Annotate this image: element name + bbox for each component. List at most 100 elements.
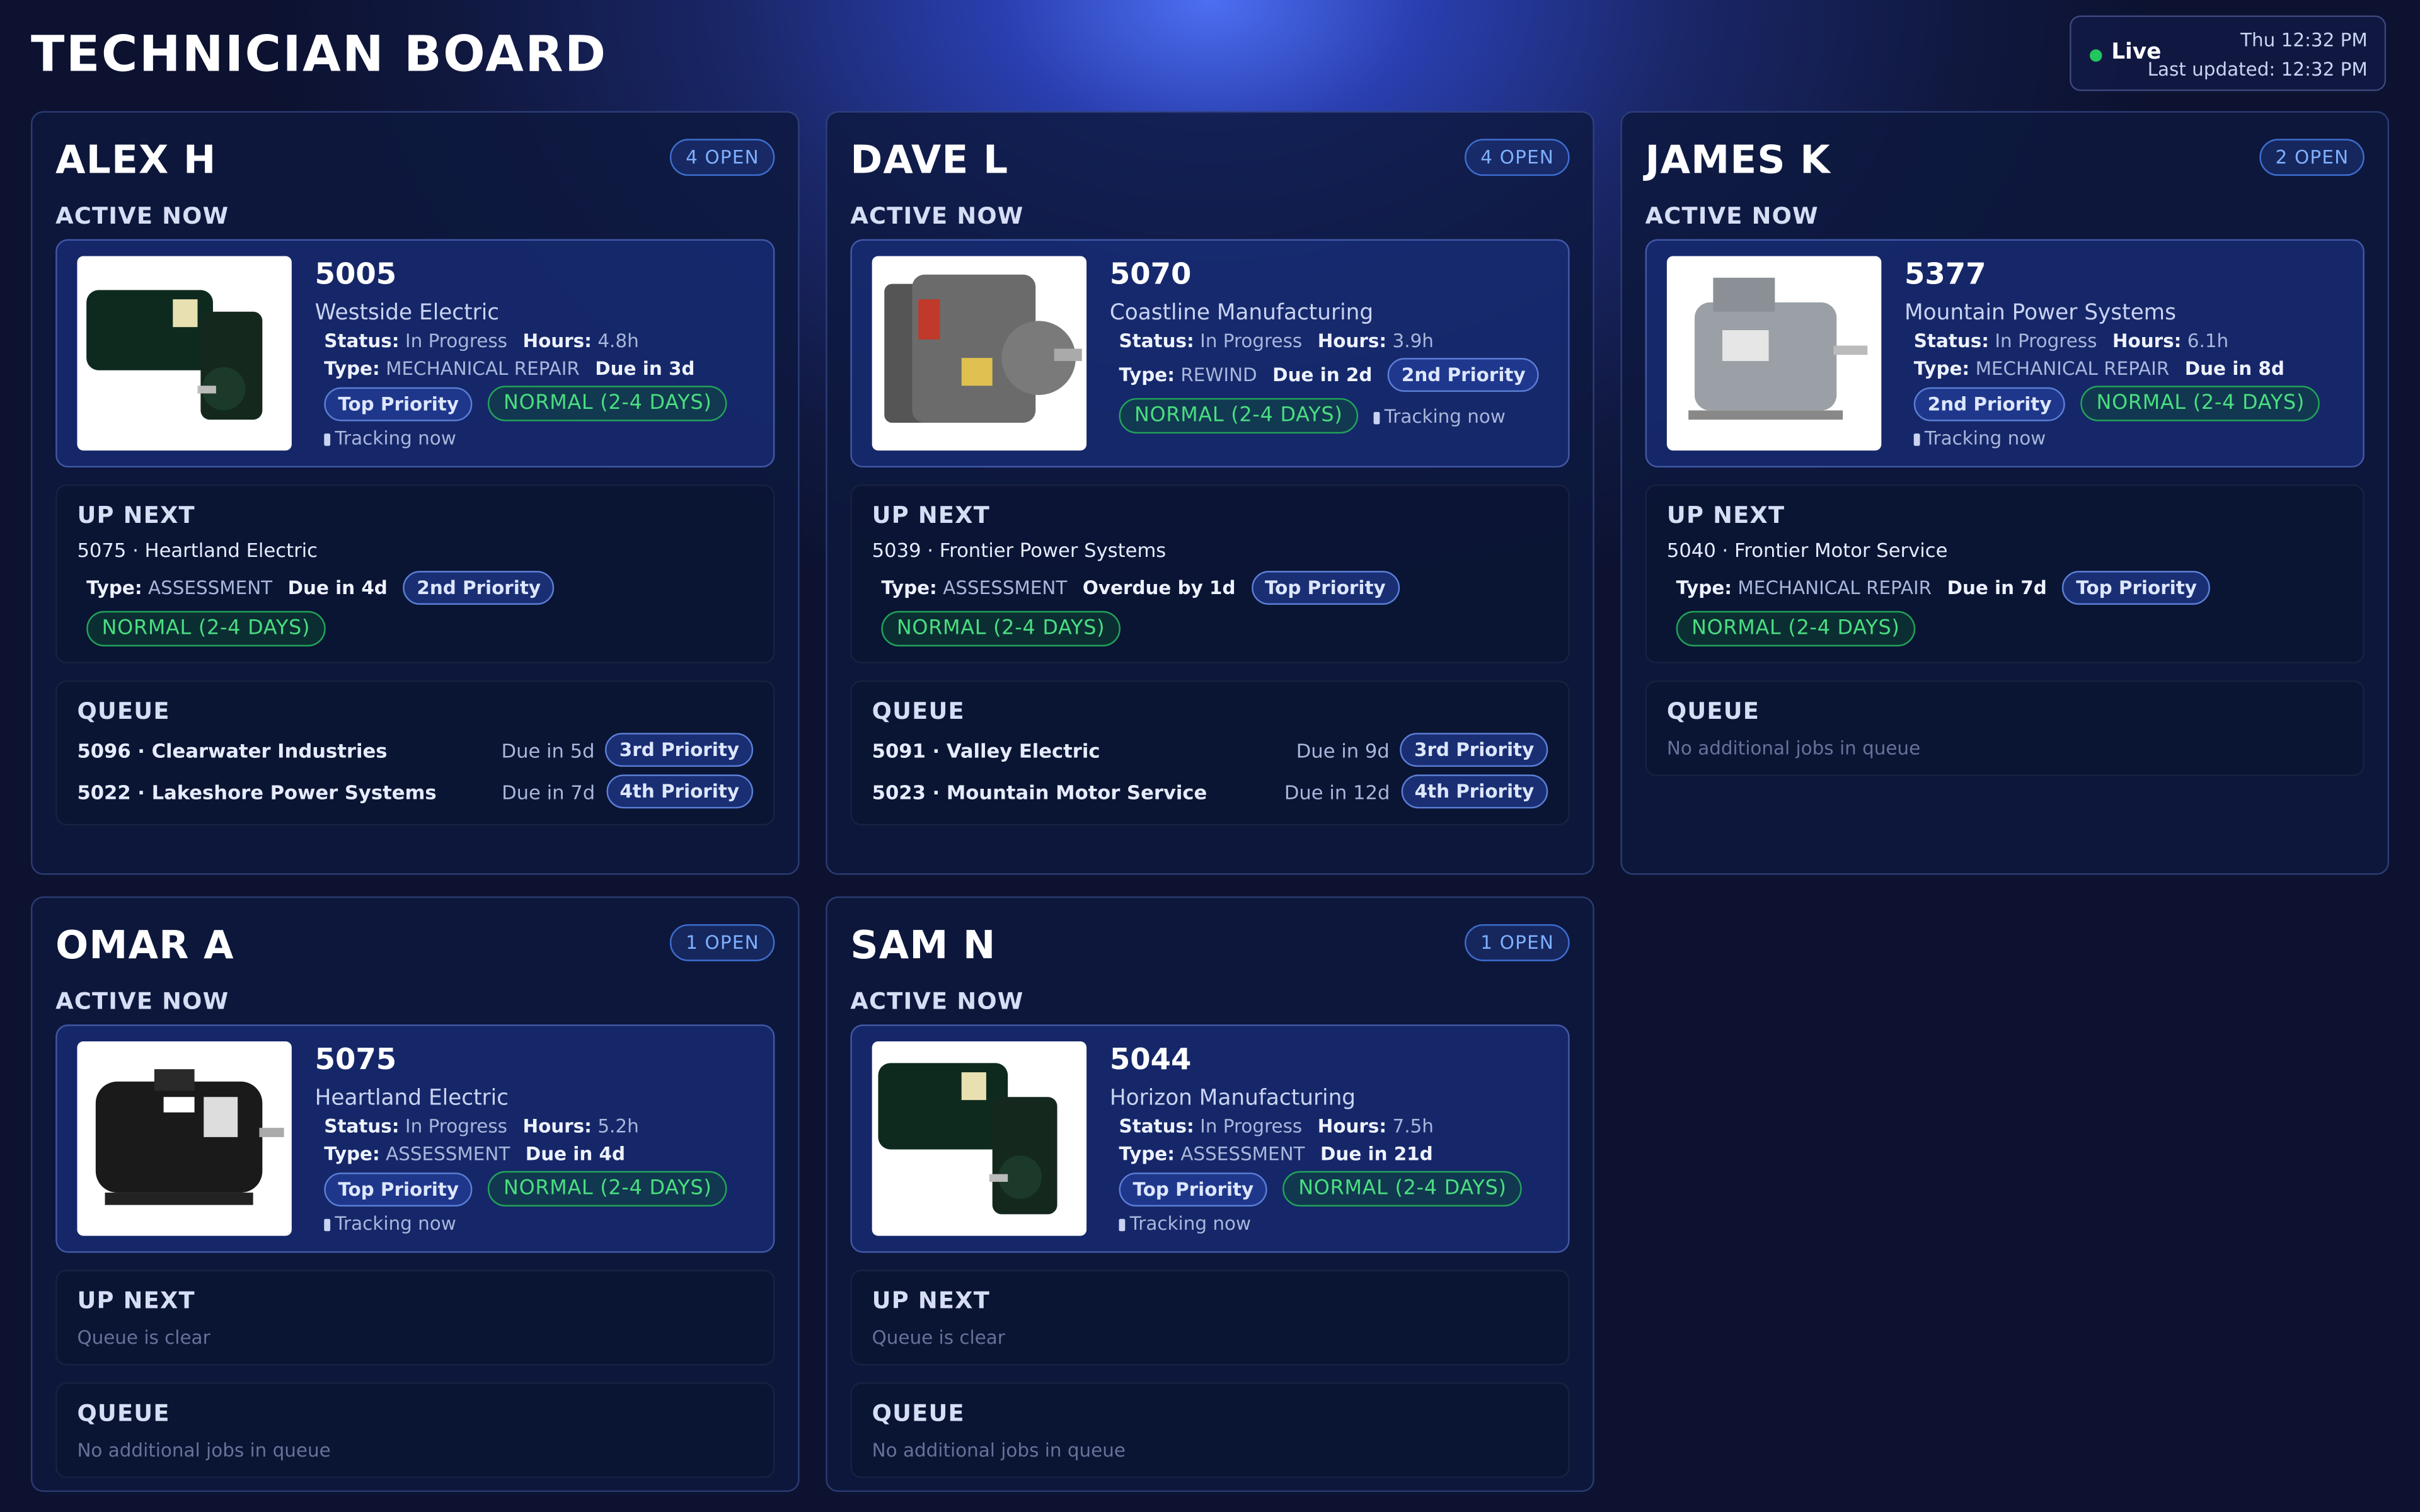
hours-label: Hours: (522, 330, 592, 352)
technician-grid: ALEX H 4 OPEN ACTIVE NOW 5005 Westside Elect… (30, 111, 2390, 1492)
type-label: Type: (881, 576, 937, 599)
due: Due in 8d (2184, 358, 2285, 380)
hours-value: 5.2h (597, 1115, 639, 1137)
empty-note: Queue is clear (872, 1327, 1005, 1349)
queue-row: 5091 · Valley Electric Due in 9d 3rd Prior… (872, 733, 1548, 767)
hours: Hours: 3.9h (1318, 330, 1434, 352)
tracking-icon (324, 433, 331, 446)
due: Due in 3d (595, 358, 695, 380)
type: Type: ASSESSMENT (86, 577, 272, 598)
open-count: 4 OPEN (670, 139, 775, 176)
section-label: ACTIVE NOW (55, 202, 229, 230)
up-next-job: 5039 · Frontier Power Systems (872, 538, 1167, 562)
hours-value: 6.1h (2187, 330, 2229, 352)
up-next: UP NEXT 5040 · Frontier Motor Service Type… (1645, 484, 2365, 664)
status-value: In Progress (1995, 330, 2097, 352)
job-info: 5005 Westside Electric Status: In Progress… (315, 256, 754, 451)
motor-image (1666, 256, 1882, 451)
queue: QUEUE No additional jobs in queue (1645, 680, 2365, 776)
queue-row: 5096 · Clearwater Industries Due in 5d 3rd… (77, 733, 754, 767)
queue-row: 5023 · Mountain Motor Service Due in 12d 4… (872, 774, 1548, 809)
priority-badge: 2nd Priority (403, 571, 555, 605)
up-next-details: Type: ASSESSMENT Due in 4d 2nd Priority NOR… (77, 571, 753, 647)
rush-badge: NORMAL (2-4 DAYS) (2081, 386, 2320, 421)
customer: Coastline Manufacturing (1109, 301, 1374, 326)
queue-due: Due in 5d (501, 738, 595, 762)
job-info: 5044 Horizon Manufacturing Status: In Prog… (1110, 1041, 1548, 1236)
tracking: Tracking now (324, 427, 456, 449)
up-next: UP NEXT 5075 · Heartland Electric Type: AS… (55, 484, 775, 664)
status: Status: In Progress (1914, 330, 2097, 352)
technician-name: JAMES K (1645, 137, 1831, 182)
status-label: Status: (1913, 330, 1990, 352)
job-info: 5377 Mountain Power Systems Status: In Pro… (1904, 256, 2343, 451)
empty-note: No additional jobs in queue (872, 1439, 1126, 1462)
type-label: Type: (324, 1143, 380, 1165)
tracking-text: Tracking now (335, 427, 456, 449)
active-job: 5070 Coastline Manufacturing Status: In Pr… (850, 239, 1570, 468)
hours-label: Hours: (522, 1115, 592, 1137)
status-value: In Progress (405, 330, 507, 352)
tracking-text: Tracking now (335, 1212, 456, 1235)
job-id: 5005 (314, 257, 397, 292)
hours-label: Hours: (1317, 330, 1387, 352)
type-label: Type: (1119, 364, 1175, 386)
tracking: Tracking now (1913, 427, 2046, 449)
status-value: In Progress (1200, 1115, 1303, 1137)
section-label: UP NEXT (1666, 501, 1785, 530)
clock: Thu 12:32 PM (2240, 29, 2368, 51)
priority-badge: 3rd Priority (1400, 733, 1548, 767)
type-value: ASSESSMENT (147, 576, 273, 599)
priority-badge: Top Priority (324, 1172, 473, 1206)
type: Type: ASSESSMENT (881, 577, 1067, 598)
type-label: Type: (86, 576, 142, 599)
customer: Heartland Electric (314, 1086, 509, 1111)
section-label: QUEUE (872, 1399, 965, 1428)
up-next: UP NEXT Queue is clear (55, 1269, 775, 1366)
priority-badge: Top Priority (2062, 571, 2211, 605)
queue: QUEUE No additional jobs in queue (55, 1382, 775, 1479)
customer: Westside Electric (314, 301, 500, 326)
queue-job: 5023 · Mountain Motor Service (872, 779, 1207, 803)
priority-badge: Top Priority (1119, 1172, 1268, 1206)
rush-badge: NORMAL (2-4 DAYS) (488, 1171, 728, 1207)
priority-badge: 2nd Priority (1913, 386, 2066, 421)
customer: Horizon Manufacturing (1109, 1086, 1356, 1111)
type-value: ASSESSMENT (943, 576, 1068, 599)
technician-name: DAVE L (850, 137, 1009, 182)
status-label: Status: (1119, 330, 1194, 352)
priority-badge: 4th Priority (606, 774, 754, 809)
type: Type: ASSESSMENT (1119, 1143, 1305, 1165)
type-value: MECHANICAL REPAIR (1975, 358, 2170, 380)
type-value: MECHANICAL REPAIR (386, 358, 580, 380)
tracking-icon (324, 1218, 331, 1232)
technician-card: JAMES K 2 OPEN ACTIVE NOW 5377 Mountain Powe… (1620, 111, 2390, 875)
tracking-text: Tracking now (1129, 1212, 1252, 1235)
status-label: Status: (324, 1115, 400, 1137)
hours-value: 7.5h (1392, 1115, 1434, 1137)
up-next-job: 5040 · Frontier Motor Service (1666, 538, 1948, 562)
status: Status: In Progress (1119, 330, 1303, 352)
queue-due: Due in 9d (1296, 738, 1390, 762)
status-label: Status: (1119, 1115, 1194, 1137)
status-label: Status: (324, 330, 400, 352)
priority-badge: Top Priority (1250, 571, 1400, 605)
empty-note: No additional jobs in queue (77, 1439, 331, 1462)
job-id: 5070 (1109, 257, 1192, 292)
type-value: ASSESSMENT (1180, 1143, 1305, 1165)
technician-card: OMAR A 1 OPEN ACTIVE NOW 5075 Heartland Elec… (30, 896, 800, 1492)
tracking-icon (1373, 411, 1380, 424)
motor-image (77, 256, 292, 451)
due: Due in 2d (1272, 364, 1373, 386)
open-count: 1 OPEN (1465, 924, 1570, 961)
section-label: QUEUE (77, 1399, 170, 1428)
technician-name: SAM N (850, 922, 996, 968)
technician-name: OMAR A (55, 922, 234, 968)
active-job: 5075 Heartland Electric Status: In Progres… (55, 1024, 775, 1253)
section-label: UP NEXT (872, 1286, 991, 1315)
section-label: QUEUE (1666, 697, 1760, 726)
status: Status: In Progress (324, 1116, 507, 1137)
live-dot (2089, 49, 2102, 62)
up-next: UP NEXT 5039 · Frontier Power Systems Type… (850, 484, 1570, 664)
